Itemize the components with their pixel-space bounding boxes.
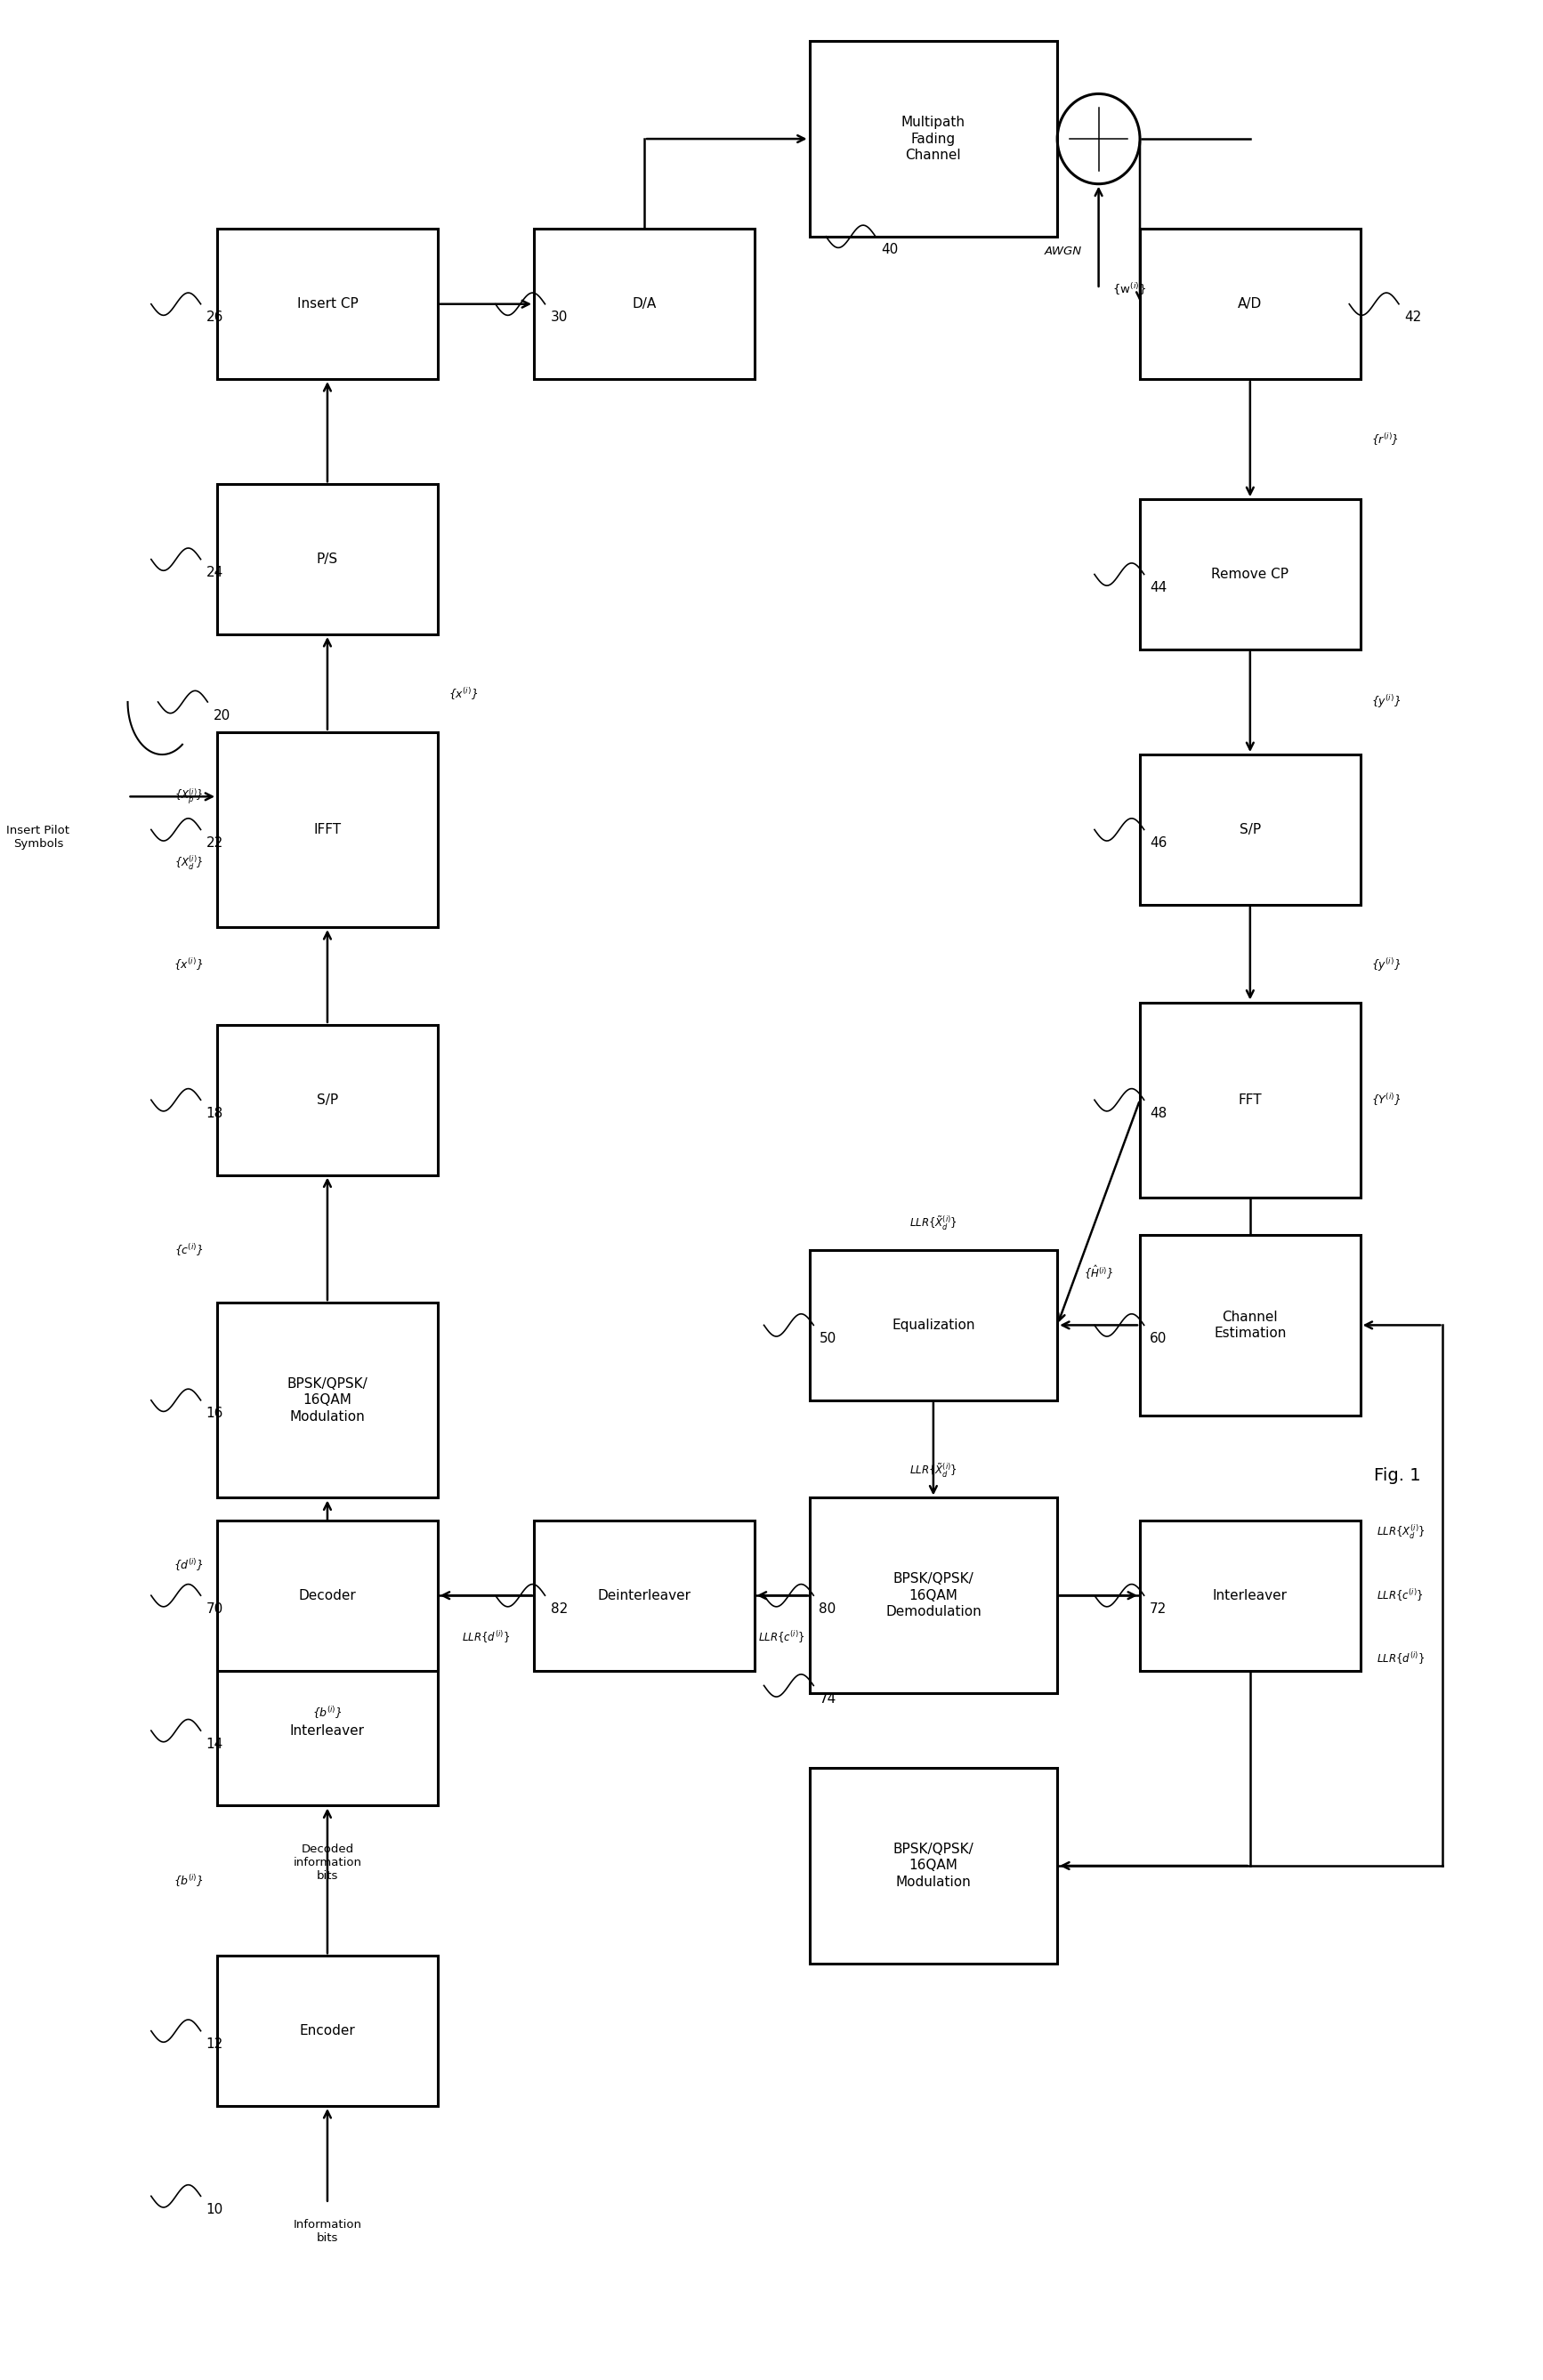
Text: BPSK/QPSK/
16QAM
Modulation: BPSK/QPSK/ 16QAM Modulation [287,1378,367,1423]
Text: 48: 48 [1150,1107,1167,1121]
FancyBboxPatch shape [218,1026,438,1176]
Text: $LLR\{c^{(i)}\}$: $LLR\{c^{(i)}\}$ [1376,1587,1424,1604]
Text: {x$^{(i)}$}: {x$^{(i)}$} [174,957,204,973]
Text: P/S: P/S [316,552,338,566]
Text: Decoded
information
bits: Decoded information bits [293,1842,361,1883]
Text: BPSK/QPSK/
16QAM
Modulation: BPSK/QPSK/ 16QAM Modulation [893,1842,974,1890]
Text: 22: 22 [207,835,224,850]
FancyBboxPatch shape [1140,1002,1361,1197]
Text: Insert CP: Insert CP [296,298,358,312]
Text: 70: 70 [207,1602,224,1616]
FancyBboxPatch shape [810,1497,1057,1692]
Text: 18: 18 [207,1107,224,1121]
Text: $LLR\{\tilde{X}_d^{(i)}\}$: $LLR\{\tilde{X}_d^{(i)}\}$ [909,1461,957,1480]
Text: 16: 16 [207,1407,224,1421]
Text: 20: 20 [213,709,230,721]
FancyBboxPatch shape [218,228,438,378]
Text: IFFT: IFFT [313,823,341,835]
FancyBboxPatch shape [810,40,1057,236]
FancyBboxPatch shape [1140,754,1361,904]
Text: 74: 74 [819,1692,836,1706]
Text: 46: 46 [1150,835,1167,850]
FancyBboxPatch shape [534,228,755,378]
Text: 12: 12 [207,2037,224,2052]
Text: Interleaver: Interleaver [1213,1590,1287,1602]
Text: $LLR\{d^{(i)}\}$: $LLR\{d^{(i)}\}$ [461,1630,509,1645]
FancyBboxPatch shape [1140,1521,1361,1671]
Text: $LLR\{X_d^{(i)}\}$: $LLR\{X_d^{(i)}\}$ [1376,1523,1426,1542]
Text: 26: 26 [207,312,224,324]
Text: {d$^{(i)}$}: {d$^{(i)}$} [173,1557,204,1573]
Text: Channel
Estimation: Channel Estimation [1214,1311,1287,1340]
Text: Fig. 1: Fig. 1 [1373,1466,1421,1483]
Text: Insert Pilot
Symbols: Insert Pilot Symbols [6,823,69,850]
Text: 50: 50 [819,1333,836,1345]
Text: 30: 30 [551,312,568,324]
FancyBboxPatch shape [1140,1235,1361,1416]
Text: $LLR\{c^{(i)}\}$: $LLR\{c^{(i)}\}$ [758,1630,805,1645]
FancyBboxPatch shape [534,1521,755,1671]
Text: {y$^{(i)}$}: {y$^{(i)}$} [1372,957,1401,973]
FancyBboxPatch shape [218,733,438,928]
Text: 42: 42 [1404,312,1421,324]
Text: S/P: S/P [316,1092,338,1107]
Text: S/P: S/P [1239,823,1261,835]
Text: $LLR\{d^{(i)}\}$: $LLR\{d^{(i)}\}$ [1376,1652,1426,1666]
FancyBboxPatch shape [218,1302,438,1497]
Text: Remove CP: Remove CP [1211,569,1288,581]
Text: {Y$^{(i)}$}: {Y$^{(i)}$} [1372,1092,1401,1107]
FancyBboxPatch shape [810,1250,1057,1399]
FancyBboxPatch shape [810,1768,1057,1964]
Text: Information
bits: Information bits [293,2218,361,2244]
Text: 80: 80 [819,1602,836,1616]
Text: {$\hat{H}^{(i)}$}: {$\hat{H}^{(i)}$} [1083,1264,1114,1280]
FancyBboxPatch shape [218,1956,438,2106]
Text: {x$^{(i)}$}: {x$^{(i)}$} [449,685,478,702]
Text: {y$^{(i)}$}: {y$^{(i)}$} [1372,693,1401,709]
Text: {c$^{(i)}$}: {c$^{(i)}$} [174,1242,204,1259]
Text: Decoder: Decoder [299,1590,356,1602]
FancyBboxPatch shape [1140,500,1361,650]
Text: {X$_d^{(i)}$}: {X$_d^{(i)}$} [174,854,204,871]
Text: {b$^{(i)}$}: {b$^{(i)}$} [312,1704,343,1721]
Text: Deinterleaver: Deinterleaver [597,1590,691,1602]
FancyBboxPatch shape [218,1656,438,1806]
Text: 72: 72 [1150,1602,1167,1616]
Text: D/A: D/A [633,298,656,312]
Text: Interleaver: Interleaver [290,1723,364,1737]
FancyBboxPatch shape [218,1521,438,1671]
Text: $LLR\{\tilde{X}_d^{(i)}\}$: $LLR\{\tilde{X}_d^{(i)}\}$ [909,1214,957,1233]
Text: 10: 10 [207,2204,224,2216]
Text: {X$_p^{(i)}$}: {X$_p^{(i)}$} [174,788,204,807]
Text: 14: 14 [207,1737,224,1752]
Text: Multipath
Fading
Channel: Multipath Fading Channel [901,117,966,162]
Text: Equalization: Equalization [892,1319,975,1333]
Text: AWGN: AWGN [1045,245,1082,257]
Text: {w$^{(i)}$}: {w$^{(i)}$} [1113,281,1146,298]
FancyBboxPatch shape [218,483,438,635]
Text: A/D: A/D [1237,298,1262,312]
Text: Encoder: Encoder [299,2025,355,2037]
Text: 82: 82 [551,1602,568,1616]
FancyBboxPatch shape [1140,228,1361,378]
Text: BPSK/QPSK/
16QAM
Demodulation: BPSK/QPSK/ 16QAM Demodulation [886,1573,981,1618]
Text: 24: 24 [207,566,224,578]
Text: 60: 60 [1150,1333,1167,1345]
Text: 44: 44 [1150,581,1167,595]
Text: 40: 40 [881,243,898,257]
Text: {r$^{(i)}$}: {r$^{(i)}$} [1372,431,1400,447]
Text: {b$^{(i)}$}: {b$^{(i)}$} [173,1873,204,1890]
Text: FFT: FFT [1237,1092,1262,1107]
